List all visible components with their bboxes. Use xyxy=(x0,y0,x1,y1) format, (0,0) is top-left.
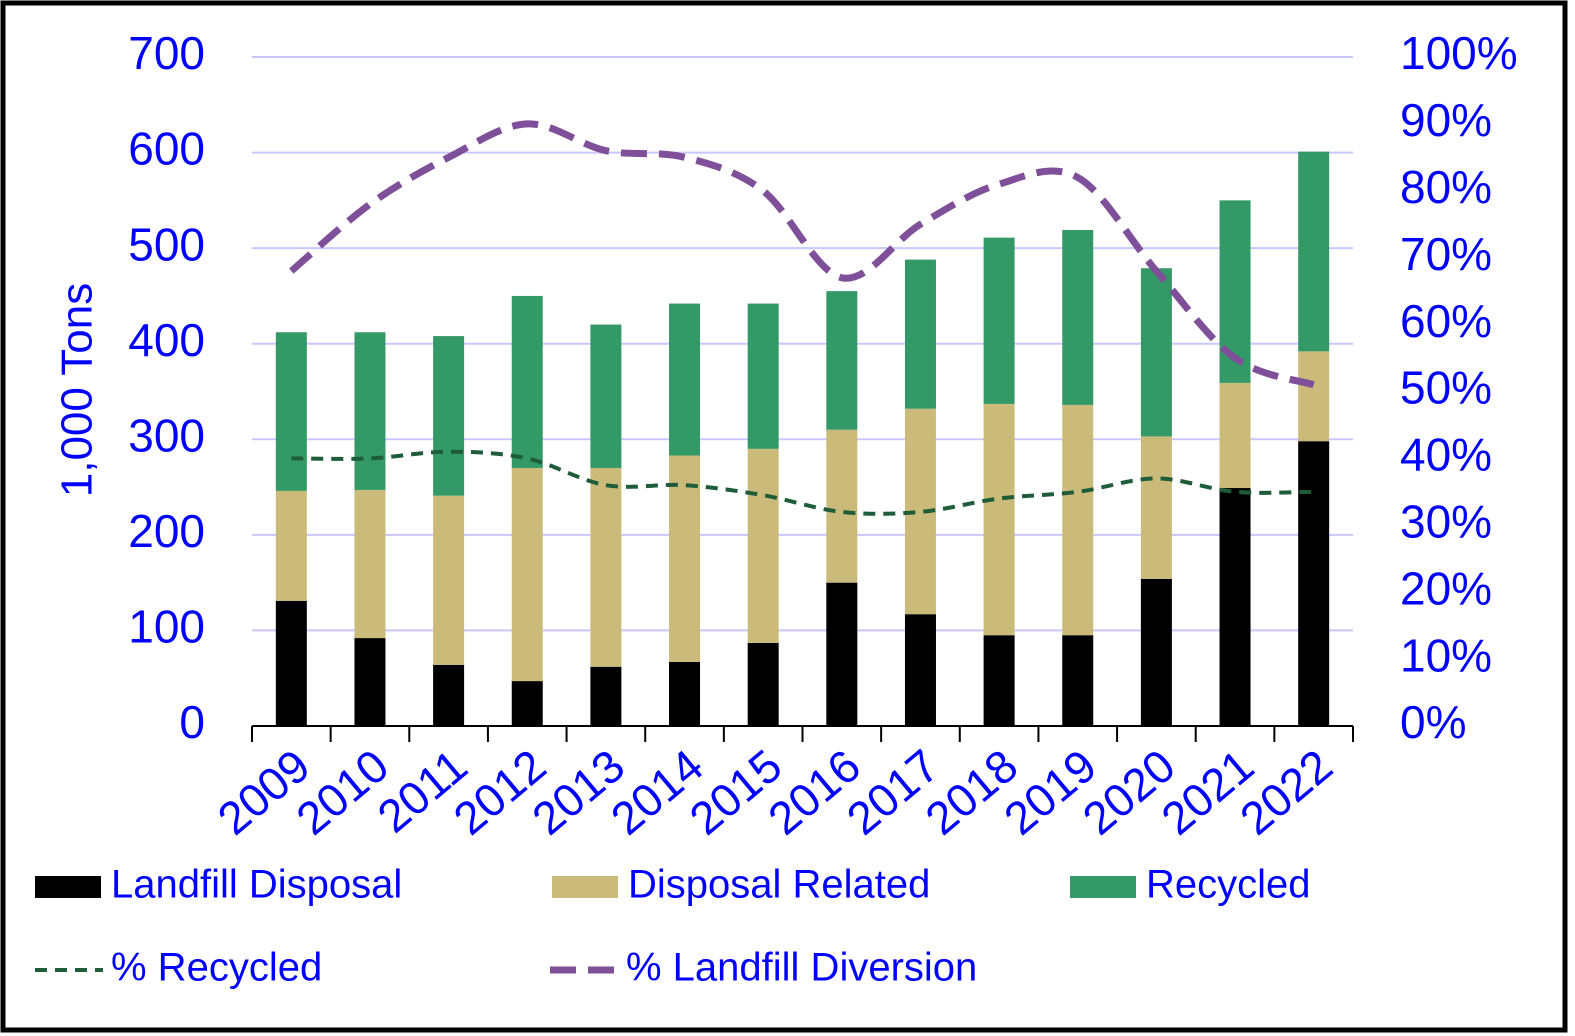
bar-segment xyxy=(275,490,307,601)
bar-segment xyxy=(1140,578,1172,726)
bar-segment xyxy=(904,614,936,726)
bar-segment xyxy=(275,600,307,726)
bar-segment xyxy=(354,638,386,726)
bar-segment xyxy=(511,681,543,726)
bar-segment xyxy=(1219,382,1251,489)
bar-segment xyxy=(354,332,386,490)
y-axis-label: 1,000 Tons xyxy=(53,283,102,497)
bar-segment xyxy=(275,332,307,491)
bar-segment xyxy=(826,582,858,726)
bar-segment xyxy=(904,259,936,409)
bar-segment xyxy=(433,336,465,496)
y2-tick-label: 40% xyxy=(1400,429,1492,481)
legend-label: Landfill Disposal xyxy=(111,863,402,907)
bar-segment xyxy=(354,489,386,639)
y2-tick-label: 60% xyxy=(1400,295,1492,347)
bar-segment xyxy=(747,303,779,449)
bar-segment xyxy=(747,642,779,726)
bar-segment xyxy=(826,291,858,430)
line-series xyxy=(291,449,1314,516)
bar-segment xyxy=(511,467,543,682)
y2-tick-label: 30% xyxy=(1400,495,1492,547)
bar-segment xyxy=(1140,268,1172,437)
y-tick-label: 600 xyxy=(128,123,205,175)
bar-segment xyxy=(1219,488,1251,726)
bar-segment xyxy=(747,448,779,643)
bar-segment xyxy=(669,303,701,456)
y2-tick-label: 20% xyxy=(1400,562,1492,614)
bar-segment xyxy=(590,467,622,667)
legend-swatch xyxy=(35,876,101,898)
y2-tick-label: 0% xyxy=(1400,696,1466,748)
y2-tick-label: 50% xyxy=(1400,362,1492,414)
line-series xyxy=(289,120,1315,389)
y-tick-label: 400 xyxy=(128,314,205,366)
bar-segment xyxy=(1298,351,1330,442)
legend-label: Disposal Related xyxy=(628,863,930,907)
bar-segment xyxy=(983,403,1015,636)
bar-segment xyxy=(590,666,622,726)
bar-segment xyxy=(983,635,1015,726)
legend-label: Recycled xyxy=(1146,863,1311,907)
y-tick-label: 100 xyxy=(128,601,205,653)
bar-segment xyxy=(983,237,1015,404)
y-tick-label: 700 xyxy=(128,27,205,79)
bar-segment xyxy=(433,495,465,665)
bar-segment xyxy=(669,661,701,726)
y-tick-label: 0 xyxy=(179,696,205,748)
bar-segment xyxy=(1298,441,1330,726)
bar-segment xyxy=(590,324,622,468)
bar-segment xyxy=(669,455,701,662)
bar-segment xyxy=(1062,229,1094,405)
y2-tick-label: 90% xyxy=(1400,94,1492,146)
y-tick-label: 300 xyxy=(128,409,205,461)
y2-tick-label: 80% xyxy=(1400,161,1492,213)
legend-swatch xyxy=(1070,876,1136,898)
legend-label: % Recycled xyxy=(111,946,322,990)
legend-swatch xyxy=(552,876,618,898)
y-tick-label: 200 xyxy=(128,505,205,557)
bar-segment xyxy=(1140,436,1172,579)
bar-segment xyxy=(1062,635,1094,726)
legend-label: % Landfill Diversion xyxy=(626,946,977,990)
bar-segment xyxy=(826,429,858,583)
y-tick-label: 500 xyxy=(128,218,205,270)
bar-segment xyxy=(433,664,465,726)
bar-segment xyxy=(1298,151,1330,352)
y2-tick-label: 70% xyxy=(1400,228,1492,280)
y2-tick-label: 100% xyxy=(1400,27,1518,79)
bar-segment xyxy=(511,295,543,468)
bar-segment xyxy=(1062,404,1094,636)
y2-tick-label: 10% xyxy=(1400,629,1492,681)
